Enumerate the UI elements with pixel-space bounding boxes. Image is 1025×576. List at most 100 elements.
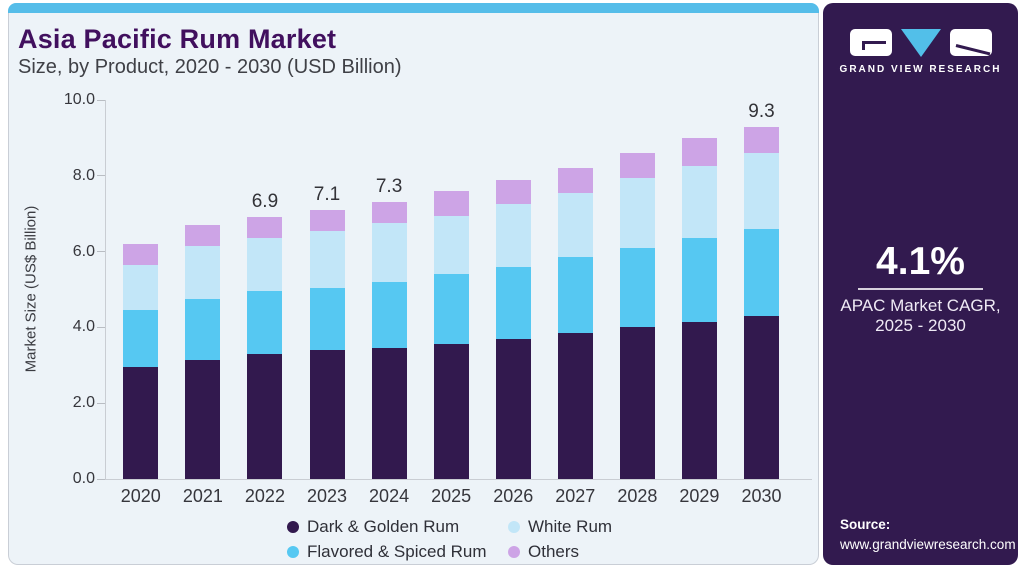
bar-segment-2021 xyxy=(185,359,221,479)
bar-segment-2028 xyxy=(619,153,655,178)
bar-segment-2024 xyxy=(371,281,407,349)
brand-name: GRAND VIEW RESEARCH xyxy=(839,64,1002,75)
y-tick-label: 10.0 xyxy=(63,91,95,108)
bar-total-label-2024: 7.3 xyxy=(375,176,403,198)
logo-v-triangle-icon xyxy=(900,29,941,57)
bar-segment-2028 xyxy=(619,247,655,328)
logo-g-icon xyxy=(849,29,892,56)
logo-r-icon xyxy=(949,29,992,56)
x-axis-label-2028: 2028 xyxy=(617,486,658,506)
legend-item-label: White Rum xyxy=(528,517,613,536)
bar-segment-2030 xyxy=(744,153,779,229)
bar-segment-2022 xyxy=(247,238,283,292)
x-axis-label-2024: 2024 xyxy=(369,486,410,506)
logo-g-glyph-stub xyxy=(861,41,865,50)
x-axis-label-2022: 2022 xyxy=(244,486,285,506)
source-label: Source: xyxy=(840,517,891,532)
y-tick-label: 6.0 xyxy=(72,242,95,260)
y-tick xyxy=(97,478,105,480)
x-axis-label-2021: 2021 xyxy=(182,486,223,506)
bar-segment-2021 xyxy=(185,298,221,360)
legend-item: Flavored & Spiced Rum xyxy=(287,542,508,562)
bar-segment-2025 xyxy=(433,190,469,216)
bar-segment-2023 xyxy=(309,230,345,288)
bar-segment-2026 xyxy=(495,204,531,267)
bar-segment-2023 xyxy=(309,287,345,351)
bar-segment-2025 xyxy=(433,274,469,345)
x-axis-label-2027: 2027 xyxy=(555,486,596,506)
source-url: www.grandviewresearch.com xyxy=(840,536,1016,552)
x-axis-label-2023: 2023 xyxy=(306,486,348,506)
cagr-label-line1: APAC Market CAGR, xyxy=(840,296,1001,315)
legend-item-label: Dark & Golden Rum xyxy=(307,517,460,536)
bar-segment-2020 xyxy=(123,367,159,479)
bar-segment-2022 xyxy=(247,291,283,354)
x-axis-label-2025: 2025 xyxy=(431,486,472,506)
page-subtitle: Size, by Product, 2020 - 2030 (USD Billi… xyxy=(18,56,402,78)
x-axis-label-2030: 2030 xyxy=(741,486,782,506)
bar-segment-2027 xyxy=(557,333,593,479)
bar-segment-2030 xyxy=(744,126,779,154)
bar-segment-2024 xyxy=(371,202,407,224)
bar-segment-2029 xyxy=(681,137,717,167)
x-axis-label-2026: 2026 xyxy=(493,486,534,506)
y-tick xyxy=(97,251,105,253)
y-tick-label: 8.0 xyxy=(72,166,95,184)
legend-item: Others xyxy=(508,542,612,562)
bar-segment-2027 xyxy=(557,192,593,258)
cagr-value: 4.1% xyxy=(876,240,965,283)
bar-segment-2023 xyxy=(309,209,345,231)
grand-view-research-logo xyxy=(823,29,1018,57)
legend-item: Dark & Golden Rum xyxy=(287,517,508,537)
y-tick-label: 2.0 xyxy=(72,394,95,412)
bar-segment-2020 xyxy=(123,264,159,311)
legend-item-label: Others xyxy=(528,542,580,561)
accent-top-strip xyxy=(8,3,819,13)
bar-segment-2020 xyxy=(123,244,159,265)
y-tick xyxy=(97,175,105,177)
bar-segment-2026 xyxy=(495,179,531,205)
bar-segment-2027 xyxy=(557,168,593,193)
bar-total-label-2030: 9.3 xyxy=(748,100,775,122)
cagr-divider xyxy=(858,288,983,290)
y-axis-title: Market Size (US$ Billion) xyxy=(22,205,40,373)
cagr-label-line2: 2025 - 2030 xyxy=(875,316,966,335)
legend-item: White Rum xyxy=(508,517,612,537)
y-axis-line xyxy=(105,100,106,479)
bar-segment-2028 xyxy=(619,327,655,479)
bar-total-label-2023: 7.1 xyxy=(313,183,341,205)
bar-segment-2029 xyxy=(681,238,717,322)
bar-segment-2023 xyxy=(309,350,345,479)
y-tick-label: 0.0 xyxy=(72,470,95,487)
legend-bullet-icon xyxy=(508,521,520,533)
logo-r-slash xyxy=(955,44,990,56)
sidebar: GRAND VIEW RESEARCH 4.1% APAC Market CAG… xyxy=(823,3,1018,565)
y-tick xyxy=(97,402,105,404)
bar-segment-2020 xyxy=(123,310,159,368)
bar-segment-2027 xyxy=(557,257,593,334)
bar-segment-2026 xyxy=(495,338,531,479)
bar-segment-2025 xyxy=(433,344,469,479)
bar-segment-2029 xyxy=(681,166,717,239)
bar-segment-2026 xyxy=(495,266,531,339)
bar-segment-2022 xyxy=(247,353,283,479)
x-axis-label-2029: 2029 xyxy=(679,486,720,506)
legend-bullet-icon xyxy=(287,546,299,558)
bar-segment-2028 xyxy=(619,177,655,248)
bar-segment-2030 xyxy=(744,228,779,317)
legend-bullet-icon xyxy=(508,546,520,558)
bar-total-label-2022: 6.9 xyxy=(251,191,279,213)
bar-segment-2024 xyxy=(371,223,407,282)
bar-segment-2024 xyxy=(371,348,407,479)
legend-bullet-icon xyxy=(287,521,299,533)
bar-segment-2021 xyxy=(185,225,221,246)
logo-g-glyph xyxy=(861,41,886,44)
source-block: Source: www.grandviewresearch.com xyxy=(840,515,1016,554)
bar-segment-2029 xyxy=(681,321,717,479)
x-axis-label-2020: 2020 xyxy=(120,486,161,506)
bar-segment-2025 xyxy=(433,215,469,275)
legend-item-label: Flavored & Spiced Rum xyxy=(307,542,487,561)
y-tick-label: 4.0 xyxy=(72,318,95,336)
